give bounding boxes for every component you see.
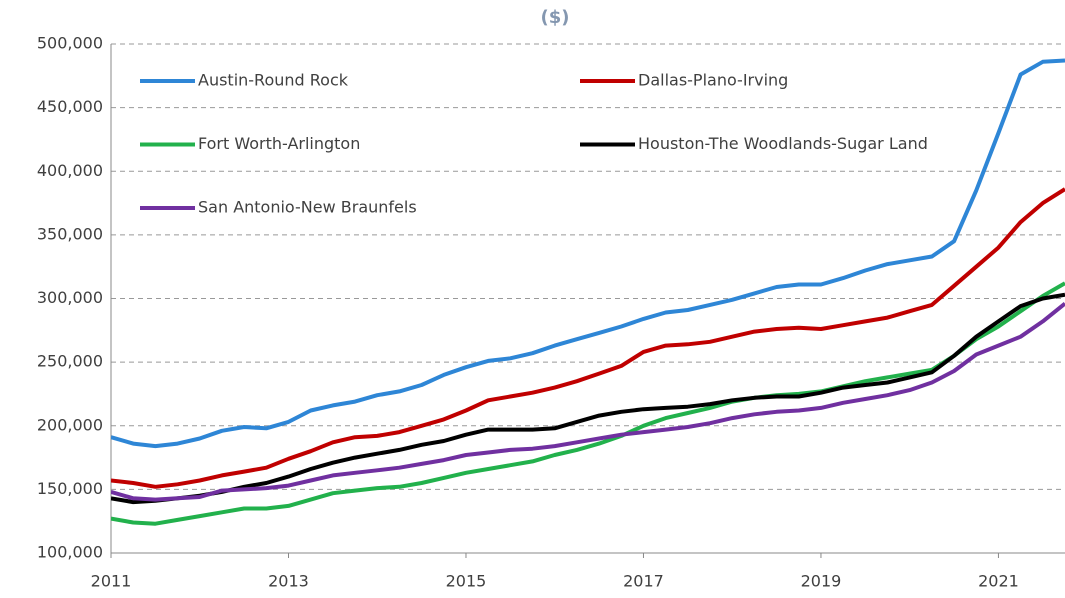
plot-area	[111, 58, 1065, 526]
y-tick-label: 350,000	[37, 224, 103, 243]
y-tick-label: 250,000	[37, 352, 103, 371]
legend-label: Houston-The Woodlands-Sugar Land	[638, 134, 928, 153]
series-line	[111, 58, 1065, 449]
y-tick-label: 500,000	[37, 34, 103, 53]
y-tick-label: 150,000	[37, 479, 103, 498]
x-tick-label: 2015	[446, 572, 487, 591]
series-line	[111, 292, 1065, 505]
series-line	[111, 187, 1065, 489]
chart-title: ($)	[541, 7, 570, 28]
y-tick-label: 300,000	[37, 288, 103, 307]
series-line	[111, 302, 1065, 502]
legend-label: Dallas-Plano-Irving	[638, 71, 788, 90]
x-tick-label: 2013	[268, 572, 309, 591]
y-tick-label: 200,000	[37, 415, 103, 434]
legend-label: Fort Worth-Arlington	[198, 134, 360, 153]
x-tick-label: 2019	[801, 572, 842, 591]
x-tick-label: 2017	[623, 572, 664, 591]
y-tick-label: 400,000	[37, 161, 103, 180]
legend-label: Austin-Round Rock	[198, 71, 349, 90]
y-tick-label: 450,000	[37, 97, 103, 116]
legend-label: San Antonio-New Braunfels	[198, 198, 417, 217]
series-line	[111, 281, 1065, 526]
y-tick-label: 100,000	[37, 543, 103, 562]
x-tick-label: 2021	[978, 572, 1019, 591]
x-tick-label: 2011	[91, 572, 132, 591]
